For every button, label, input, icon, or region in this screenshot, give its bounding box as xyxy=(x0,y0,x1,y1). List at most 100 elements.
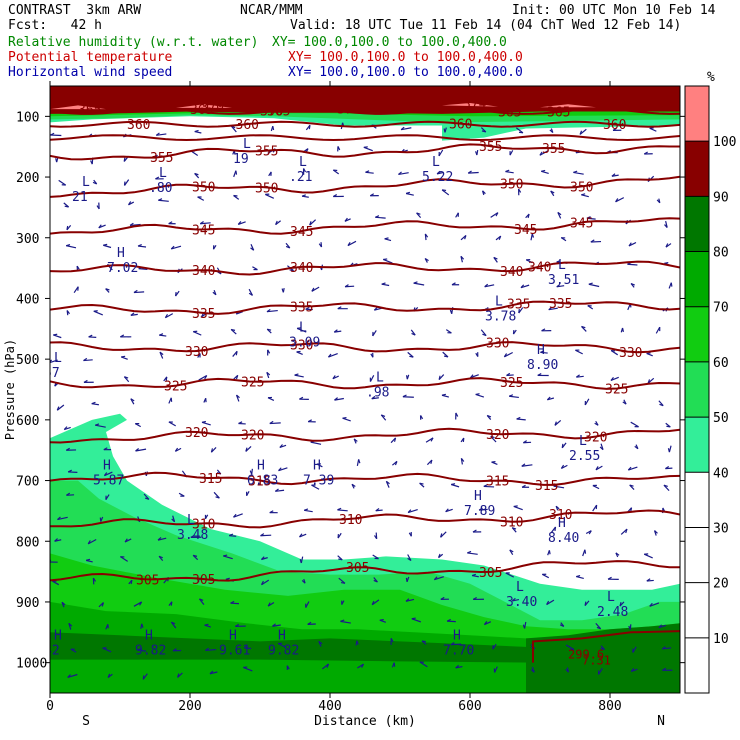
wind-arrow xyxy=(440,531,447,538)
wind-arrow-head xyxy=(171,621,176,625)
wind-arrow xyxy=(402,396,414,398)
theta-310-label: 310 xyxy=(500,516,523,531)
wind-arrow-head xyxy=(430,459,433,464)
theta-335-label: 335 xyxy=(507,298,530,313)
y-tick-label: 1000 xyxy=(16,657,47,672)
theta-top-label: 370 xyxy=(201,101,224,116)
wind-arrow-head xyxy=(531,233,535,238)
theta-315-label: 315 xyxy=(535,479,558,494)
wind-arrow-head xyxy=(370,353,374,358)
wind-arrow-head xyxy=(511,597,516,602)
theta-upper-line xyxy=(50,120,680,128)
rh-band-80-surface xyxy=(50,659,680,693)
wind-arrow-head xyxy=(285,245,291,249)
wind-arrow xyxy=(93,310,103,316)
wind-arrow-head xyxy=(307,419,313,423)
wind-arrow-head xyxy=(92,181,97,185)
wind-arrow-head xyxy=(365,170,370,173)
wind-arrow-head xyxy=(662,667,667,671)
forecast-hour: Fcst: 42 h xyxy=(8,18,102,33)
wind-arrow-head xyxy=(351,483,356,488)
wind-arrow-head xyxy=(67,469,73,473)
wind-arrow xyxy=(168,421,177,427)
theta-350-label: 350 xyxy=(255,181,278,196)
wind-arrow xyxy=(223,555,233,560)
wind-arrow xyxy=(309,219,317,226)
wind-arrow-head xyxy=(441,393,446,396)
wind-arrow-head xyxy=(584,549,587,554)
wind-arrow-head xyxy=(299,396,304,400)
wind-arrow-head xyxy=(540,350,545,353)
colorbar-tick-label: 60 xyxy=(713,356,729,371)
wind-arrow-head xyxy=(599,446,604,451)
wind-arrow-head xyxy=(130,312,135,316)
wind-arrow xyxy=(398,172,409,176)
wind-arrow-head xyxy=(299,558,302,564)
wind-arrow-head xyxy=(129,222,134,226)
wind-arrow xyxy=(576,575,584,580)
wind-arrow xyxy=(383,258,393,264)
x-tick-label: 200 xyxy=(178,699,201,714)
init-time: Init: 00 UTC Mon 10 Feb 14 xyxy=(512,3,716,18)
wind-arrow xyxy=(573,171,584,175)
wind-arrow-head xyxy=(381,414,386,417)
wind-arrow xyxy=(83,359,93,362)
wind-arrow-head xyxy=(233,194,238,197)
extremum-low-marker: L xyxy=(579,434,587,449)
wind-arrow xyxy=(311,286,320,292)
y-tick-label: 700 xyxy=(16,475,39,490)
wind-arrow-head xyxy=(238,421,243,425)
wind-arrow-head xyxy=(192,554,198,557)
theta-350-label: 350 xyxy=(500,178,523,193)
wind-arrow-head xyxy=(667,448,670,453)
wind-arrow-head xyxy=(215,496,220,499)
wind-arrow-head xyxy=(103,447,108,451)
y-tick-label: 800 xyxy=(16,535,39,550)
extremum-low-marker: L xyxy=(299,155,307,170)
wind-arrow-head xyxy=(311,287,315,292)
wind-arrow-head xyxy=(305,306,310,310)
extremum-high-marker: H xyxy=(257,459,265,474)
wind-arrow-head xyxy=(581,325,586,329)
theta-330-label: 330 xyxy=(486,337,509,352)
extremum-low-marker: L xyxy=(376,371,384,386)
wind-arrow-head xyxy=(405,375,408,380)
wind-arrow-head xyxy=(475,151,478,156)
wind-arrow-head xyxy=(490,435,495,439)
wind-arrow-head xyxy=(670,282,673,287)
wind-arrow-head xyxy=(546,600,550,605)
wind-arrow xyxy=(628,241,637,247)
wind-arrows xyxy=(50,122,673,680)
wind-arrow-head xyxy=(483,621,488,625)
wind-arrow-head xyxy=(170,245,175,250)
theta-340-label: 340 xyxy=(528,261,551,276)
wind-arrow-head xyxy=(658,624,663,629)
extremum-value: 3.48 xyxy=(177,528,208,543)
theta-305-label: 305 xyxy=(136,573,159,588)
wind-arrow-head xyxy=(560,464,565,469)
colorbar-swatch xyxy=(685,417,709,473)
wind-arrow-head xyxy=(107,673,111,678)
wind-arrow-head xyxy=(127,201,132,206)
theta-350-label: 350 xyxy=(192,180,215,195)
wind-arrow-head xyxy=(168,221,173,225)
theta-340-label: 340 xyxy=(500,265,523,280)
wind-arrow xyxy=(311,484,320,490)
wind-arrow-head xyxy=(177,673,180,678)
wind-arrow-head xyxy=(155,132,160,136)
wind-arrow xyxy=(480,329,487,337)
wind-arrow-head xyxy=(407,557,412,562)
wind-arrow-head xyxy=(398,171,402,175)
wind-arrow-head xyxy=(421,640,426,643)
wind-arrow-head xyxy=(67,674,71,678)
wind-arrow xyxy=(643,553,653,559)
wind-arrow-head xyxy=(449,309,453,314)
wind-arrow xyxy=(165,313,174,319)
wind-arrow xyxy=(338,577,346,584)
wind-arrow-head xyxy=(171,518,175,523)
wind-arrow-head xyxy=(230,328,236,331)
theta-305-label: 305 xyxy=(192,573,215,588)
wind-arrow-head xyxy=(581,193,586,196)
wind-arrow-head xyxy=(308,125,311,130)
wind-arrow xyxy=(230,125,237,133)
